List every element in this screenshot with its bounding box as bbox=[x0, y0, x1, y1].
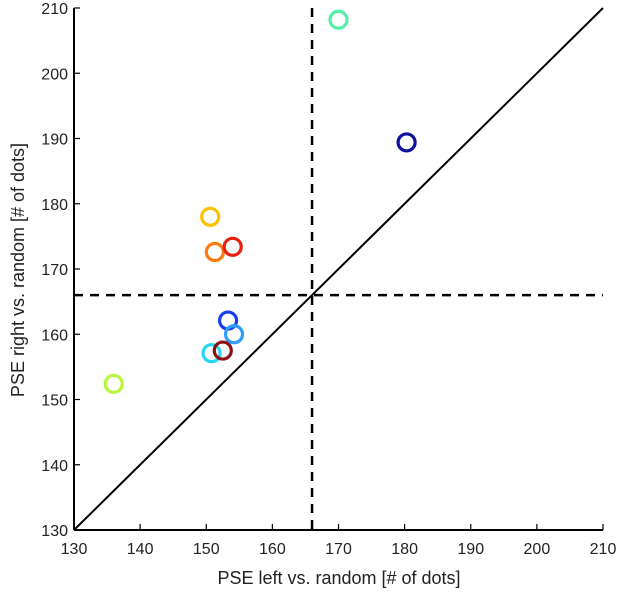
y-tick-label: 200 bbox=[41, 66, 68, 83]
data-point bbox=[212, 340, 233, 361]
x-tick-label: 190 bbox=[457, 541, 484, 558]
x-tick-label: 160 bbox=[259, 541, 286, 558]
y-tick-label: 170 bbox=[41, 262, 68, 279]
y-axis-label: PSE right vs. random [# of dots] bbox=[8, 143, 28, 397]
data-point bbox=[328, 9, 349, 30]
y-tick-label: 180 bbox=[41, 197, 68, 214]
y-tick-label: 160 bbox=[41, 327, 68, 344]
x-tick-label: 140 bbox=[127, 541, 154, 558]
plot-area bbox=[73, 7, 604, 531]
x-axis-label: PSE left vs. random [# of dots] bbox=[217, 568, 460, 588]
y-tick-label: 210 bbox=[41, 1, 68, 18]
data-point bbox=[201, 343, 222, 364]
x-tick-label: 150 bbox=[193, 541, 220, 558]
y-tick-label: 190 bbox=[41, 132, 68, 149]
y-tick-label: 130 bbox=[41, 523, 68, 540]
data-point bbox=[103, 373, 124, 394]
x-tick-label: 170 bbox=[325, 541, 352, 558]
data-points bbox=[103, 9, 417, 394]
y-tick-label: 140 bbox=[41, 458, 68, 475]
x-tick-label: 130 bbox=[61, 541, 88, 558]
data-point bbox=[200, 206, 221, 227]
identity-line bbox=[73, 7, 604, 531]
data-point bbox=[222, 236, 243, 257]
data-point bbox=[223, 324, 245, 345]
tick-labels: 130 140 150 160 170 180 190 200 210 130 140 150 160 1… bbox=[41, 1, 616, 558]
data-point bbox=[396, 132, 417, 153]
y-tick-label: 150 bbox=[41, 393, 68, 410]
x-tick-label: 200 bbox=[524, 541, 551, 558]
data-point bbox=[204, 241, 225, 263]
x-tick-label: 180 bbox=[391, 541, 418, 558]
x-tick-label: 210 bbox=[590, 541, 617, 558]
